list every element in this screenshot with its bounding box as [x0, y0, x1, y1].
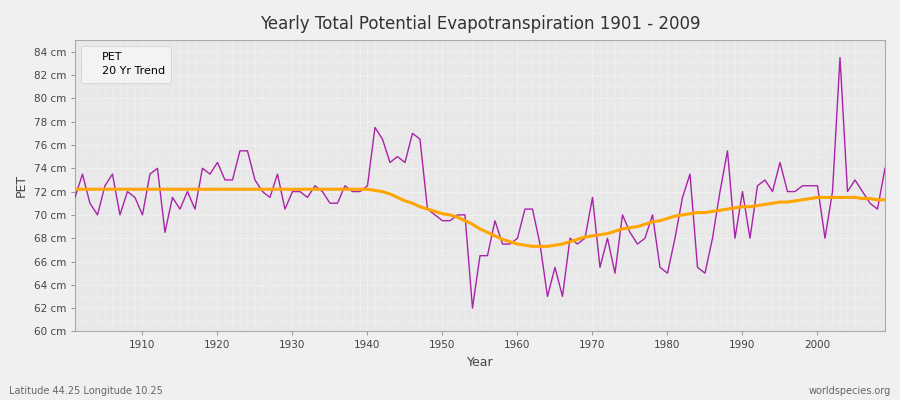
PET — [512, 236, 523, 240]
Legend: PET, 20 Yr Trend: PET, 20 Yr Trend — [80, 46, 171, 82]
PET — [339, 183, 350, 188]
20 Yr Trend — [130, 187, 140, 192]
20 Yr Trend — [294, 187, 305, 192]
PET — [519, 207, 530, 212]
Title: Yearly Total Potential Evapotranspiration 1901 - 2009: Yearly Total Potential Evapotranspiratio… — [260, 15, 700, 33]
PET — [879, 166, 890, 171]
PET — [130, 195, 140, 200]
PET — [294, 189, 305, 194]
20 Yr Trend — [69, 187, 80, 192]
20 Yr Trend — [339, 187, 350, 192]
PET — [467, 306, 478, 310]
X-axis label: Year: Year — [467, 356, 493, 369]
Text: worldspecies.org: worldspecies.org — [809, 386, 891, 396]
20 Yr Trend — [505, 239, 516, 244]
PET — [609, 271, 620, 276]
Line: 20 Yr Trend: 20 Yr Trend — [75, 189, 885, 246]
20 Yr Trend — [879, 197, 890, 202]
PET — [69, 195, 80, 200]
20 Yr Trend — [512, 242, 523, 246]
Y-axis label: PET: PET — [15, 174, 28, 197]
PET — [834, 55, 845, 60]
20 Yr Trend — [609, 229, 620, 234]
Line: PET: PET — [75, 58, 885, 308]
20 Yr Trend — [527, 244, 538, 249]
Text: Latitude 44.25 Longitude 10.25: Latitude 44.25 Longitude 10.25 — [9, 386, 163, 396]
